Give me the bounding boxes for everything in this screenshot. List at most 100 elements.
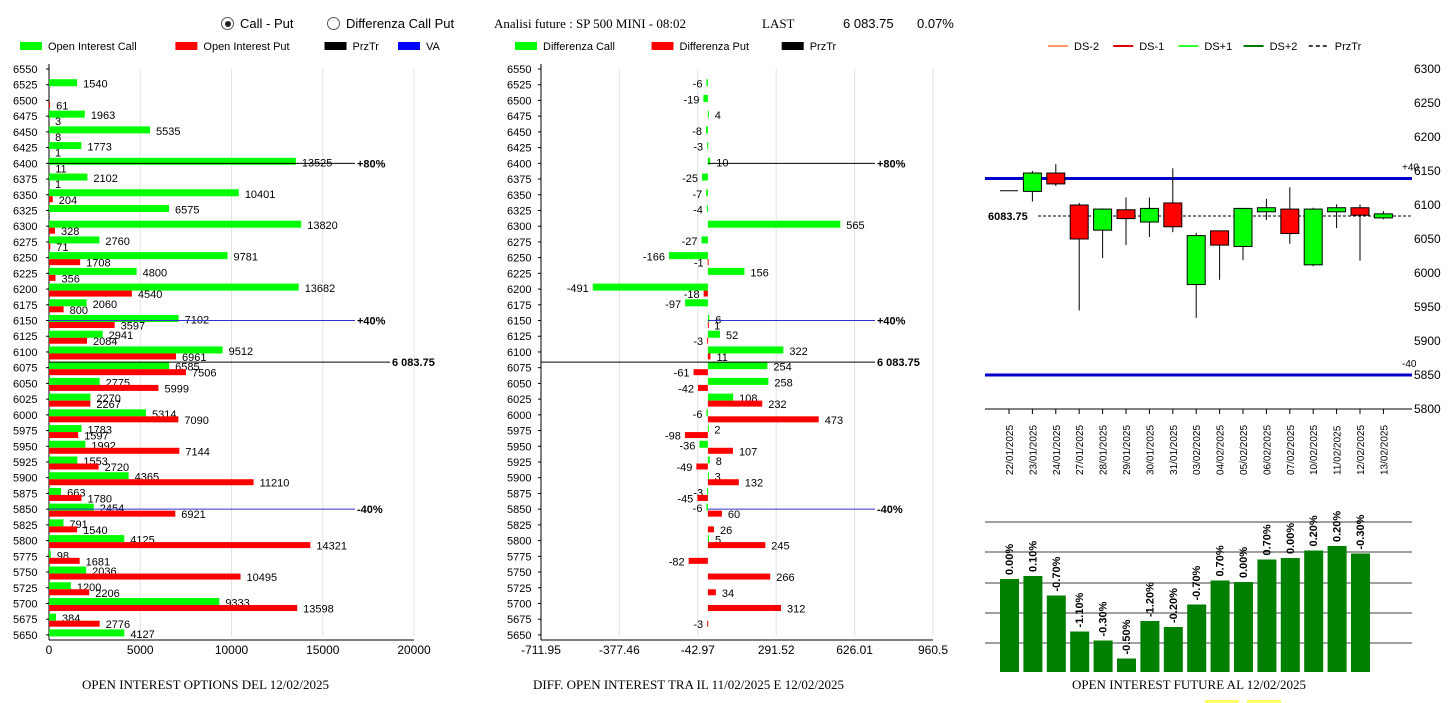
call-bar-label: 4800 xyxy=(143,267,167,279)
put-bar xyxy=(49,384,159,391)
call-bar-label: 6575 xyxy=(175,204,199,216)
y-tick-label: 6375 xyxy=(13,174,37,186)
legend-item: DS-2 xyxy=(1074,41,1099,53)
level-label: +40% xyxy=(877,316,906,328)
x-tick-label: 0 xyxy=(46,643,53,657)
y-tick-label: 6000 xyxy=(13,410,37,422)
call-bar xyxy=(49,440,86,448)
legend-item: PrzTr xyxy=(1335,41,1362,53)
diff-put-bar xyxy=(688,557,708,564)
diff-call-bar xyxy=(707,110,709,118)
put-bar xyxy=(49,589,90,596)
y-tick-label: 6225 xyxy=(13,268,37,280)
y-tick-label: 6125 xyxy=(13,331,37,343)
put-bar-label: 5999 xyxy=(164,383,188,395)
diff-call-bar xyxy=(707,472,709,480)
call-bar xyxy=(49,613,57,621)
call-bar xyxy=(49,487,62,495)
oi-future-bar xyxy=(1187,604,1207,672)
put-bar-label: 356 xyxy=(61,273,79,285)
put-bar-label: 1 xyxy=(55,179,61,191)
put-bar-label: 14321 xyxy=(316,541,347,553)
call-bar xyxy=(49,629,125,637)
call-bar xyxy=(49,409,146,417)
call-bar xyxy=(49,519,64,527)
diff-call-bar xyxy=(707,157,711,165)
diff-call-label: 5 xyxy=(715,535,721,547)
oi-future-bar xyxy=(1093,640,1113,672)
y-tick-label: 6350 xyxy=(507,190,531,202)
date-label: 31/01/2025 xyxy=(1169,425,1180,475)
put-bar-label: 13598 xyxy=(303,603,334,615)
diff-call-label: 2 xyxy=(714,425,720,437)
diff-put-label: 473 xyxy=(825,415,843,427)
call-bar xyxy=(49,236,100,244)
call-bar-label: 2760 xyxy=(105,236,129,248)
put-bar xyxy=(49,259,81,266)
diff-call-label: 8 xyxy=(716,456,722,468)
put-bar xyxy=(49,573,241,580)
call-bar xyxy=(49,220,302,228)
diff-put-bar xyxy=(707,542,766,549)
y-tick-label: 6100 xyxy=(1414,198,1441,212)
x-tick-label: 5000 xyxy=(127,643,154,657)
y-tick-label: 5900 xyxy=(1414,334,1441,348)
y-tick-label: 6425 xyxy=(507,143,531,155)
diff-call-bar xyxy=(592,283,708,291)
call-bar-label: 2102 xyxy=(93,173,117,185)
diff-put-bar xyxy=(697,494,708,501)
price-label: 6083.75 xyxy=(988,211,1028,223)
band-upper-label: +40 xyxy=(1402,162,1419,173)
y-tick-label: 6200 xyxy=(507,284,531,296)
call-bar xyxy=(49,362,170,370)
call-bar-label: 10401 xyxy=(245,189,276,201)
call-bar xyxy=(49,456,78,464)
y-tick-label: 5800 xyxy=(13,536,37,548)
date-label: 06/02/2025 xyxy=(1262,425,1273,475)
diff-call-label: -19 xyxy=(684,94,700,106)
diff-call-bar xyxy=(702,173,708,181)
diff-call-bar xyxy=(707,267,745,275)
diff-call-label: -6 xyxy=(693,409,703,421)
date-label: 23/01/2025 xyxy=(1028,425,1039,475)
y-tick-label: 5975 xyxy=(507,426,531,438)
y-tick-label: 5800 xyxy=(1414,402,1441,416)
candle-body xyxy=(1139,207,1159,223)
diff-put-bar xyxy=(707,479,739,486)
diff-call-bar xyxy=(703,94,708,102)
y-tick-label: 5725 xyxy=(507,583,531,595)
y-tick-label: 5825 xyxy=(13,520,37,532)
y-tick-label: 6400 xyxy=(507,158,531,170)
call-bar xyxy=(49,377,100,385)
diff-put-bar xyxy=(707,416,819,423)
x-tick-label: 960.5 xyxy=(918,643,948,657)
call-bar xyxy=(49,204,169,212)
put-bar-label: 800 xyxy=(70,305,88,317)
oi-future-label: 0.10% xyxy=(1027,541,1039,572)
diff-call-label: 565 xyxy=(846,220,864,232)
diff-call-bar xyxy=(707,456,710,464)
diff-call-bar xyxy=(706,503,708,511)
put-bar-label: 10495 xyxy=(247,572,278,584)
call-bar-label: 5535 xyxy=(156,126,180,138)
oi-future-bar xyxy=(1280,558,1300,672)
y-tick-label: 5900 xyxy=(13,473,37,485)
put-bar xyxy=(49,322,115,329)
radio-call-put[interactable]: Call - Put xyxy=(221,16,293,31)
call-bar xyxy=(49,566,87,574)
legend-swatch xyxy=(20,42,42,50)
put-bar xyxy=(49,494,82,501)
oi-future-label: 0.00% xyxy=(1004,544,1016,575)
legend-swatch xyxy=(398,42,420,50)
diff-call-label: 3 xyxy=(715,472,721,484)
call-bar xyxy=(49,267,137,275)
date-label: 13/02/2025 xyxy=(1379,425,1390,475)
candle-body xyxy=(1093,208,1113,231)
caption-diff: DIFF. OPEN INTEREST TRA IL 11/02/2025 E … xyxy=(533,677,844,692)
call-bar-label: 2941 xyxy=(109,330,133,342)
candle-body xyxy=(1116,209,1136,220)
call-bar-label: 2270 xyxy=(96,393,120,405)
candle-body xyxy=(1022,172,1042,192)
radio-differenza[interactable]: Differenza Call Put xyxy=(327,16,454,31)
y-tick-label: 6075 xyxy=(507,363,531,375)
